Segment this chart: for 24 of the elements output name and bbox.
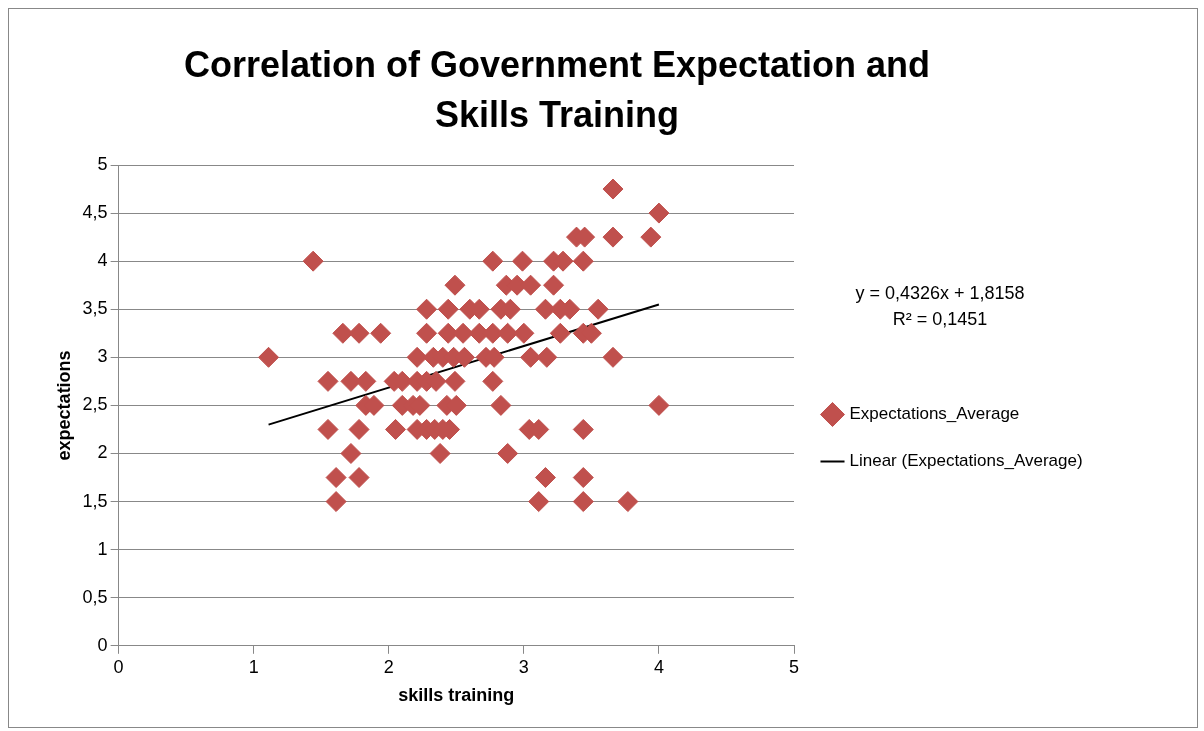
x-tick-label: 0 xyxy=(113,656,124,677)
y-axis-title: expectations xyxy=(53,350,74,461)
x-tick-label: 1 xyxy=(248,656,259,677)
y-tick-label: 4 xyxy=(97,250,108,271)
x-tick-label: 5 xyxy=(788,656,800,677)
y-tick-label: 1 xyxy=(97,538,108,559)
y-tick-label: 5 xyxy=(97,153,108,174)
y-tick-label: 3 xyxy=(97,346,108,367)
x-tick-label: 4 xyxy=(653,656,664,677)
x-tick-label: 3 xyxy=(518,656,529,677)
y-tick-label: 0 xyxy=(97,634,108,655)
y-tick-label: 0,5 xyxy=(82,586,108,607)
x-axis-title: skills training xyxy=(398,685,515,706)
text: R² = 0,1451 xyxy=(891,308,989,331)
legend-label: Linear (Expectations_Average) xyxy=(849,451,1083,471)
x-tick-label: 2 xyxy=(383,656,394,677)
y-tick-label: 3,5 xyxy=(82,298,108,319)
y-tick-label: 4,5 xyxy=(82,202,108,223)
y-tick-label: 2,5 xyxy=(82,394,108,415)
y-tick-label: 1,5 xyxy=(82,490,108,511)
y-tick-label: 2 xyxy=(97,442,108,463)
legend-label: Expectations_Average xyxy=(849,404,1020,424)
chart-title: Correlation of Government Expectation and Skills Training xyxy=(182,43,932,137)
text: y = 0,4326x + 1,8158 xyxy=(854,282,1026,305)
